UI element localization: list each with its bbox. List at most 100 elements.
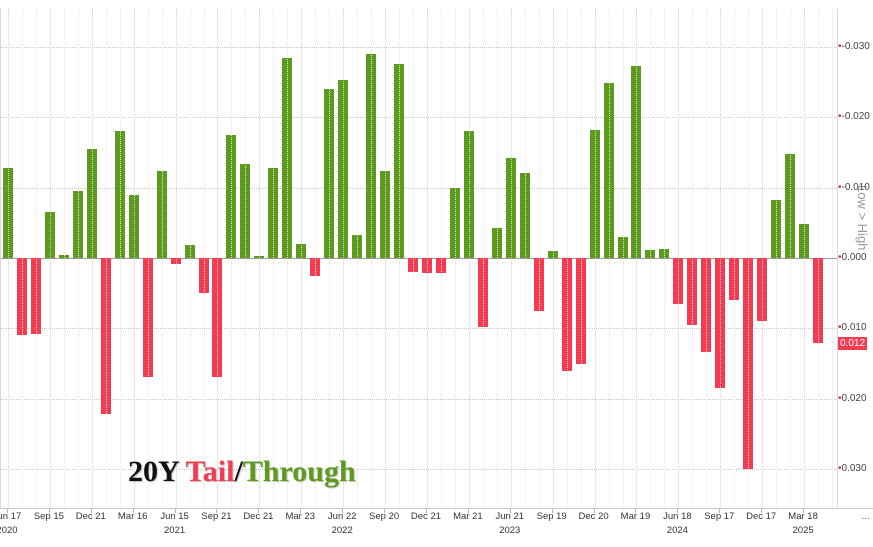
x-tick-mark: [803, 509, 805, 513]
x-tick-mark: [6, 509, 8, 513]
x-tick-mark: [551, 509, 553, 513]
y-tick-marker-icon: •: [838, 392, 842, 404]
gridline-horizontal: [1, 328, 837, 330]
annotation-20y: 20Y: [128, 455, 186, 488]
gridline-vertical-minor: [105, 8, 107, 508]
gridline-vertical-minor: [650, 8, 652, 508]
gridline-vertical-minor: [776, 8, 778, 508]
y-tick-marker-icon: •: [838, 111, 842, 123]
x-axis-tick-label: Jun 18: [663, 511, 692, 522]
gridline-horizontal: [1, 469, 837, 471]
x-tick-mark: [593, 509, 595, 513]
gridline-vertical-minor: [734, 8, 736, 508]
x-axis-tick-label: Mar 18: [788, 511, 818, 522]
x-tick-mark: [132, 509, 134, 513]
gridline-vertical-minor: [399, 8, 401, 508]
x-tick-mark: [258, 509, 260, 513]
gridline-vertical-minor: [706, 8, 708, 508]
gridline-vertical-minor: [147, 8, 149, 508]
y-tick-marker-icon: •: [838, 322, 842, 334]
x-axis-year-label: 2025: [792, 525, 814, 536]
gridline-vertical: [343, 8, 345, 508]
gridline-vertical: [426, 8, 428, 508]
gridline-vertical: [510, 8, 512, 508]
gridline-vertical: [49, 8, 51, 508]
y-axis-tick-label: •0.030: [838, 464, 867, 474]
gridline-vertical: [594, 8, 596, 508]
gridline-horizontal: [1, 187, 837, 189]
x-axis-tick-label: Dec 21: [410, 511, 442, 522]
x-tick-mark: [677, 509, 679, 513]
gridline-vertical: [678, 8, 680, 508]
y-axis-tick-label: •-0.030: [838, 40, 870, 52]
gridline-vertical-minor: [287, 8, 289, 508]
x-axis-tick-label: Jun 15: [160, 511, 189, 522]
x-axis-tick-label: Sep 21: [201, 511, 232, 522]
gridline-vertical-minor: [496, 8, 498, 508]
y-tick-text: 0.020: [841, 392, 867, 404]
x-tick-mark: [174, 509, 176, 513]
y-tick-text: -0.030: [841, 40, 870, 52]
y-axis-tick-label: •-0.010: [838, 181, 870, 193]
x-axis-tick-label: Sep 17: [704, 511, 735, 522]
gridline-vertical-minor: [608, 8, 610, 508]
gridline-horizontal: [1, 46, 837, 48]
chart-annotation: 20Y Tail/Through: [128, 455, 356, 489]
gridline-vertical: [636, 8, 638, 508]
y-axis-tick-label: •0.010: [838, 323, 867, 333]
x-axis-tick-label: Jun 22: [327, 511, 357, 522]
x-axis-year-label: 2020: [0, 525, 18, 536]
gridline-vertical: [301, 8, 303, 508]
gridline-vertical-minor: [538, 8, 540, 508]
gridline-vertical-minor: [566, 8, 568, 508]
x-tick-mark: [48, 509, 50, 513]
annotation-through: Through: [242, 455, 356, 488]
gridline-vertical-minor: [357, 8, 359, 508]
y-axis-tick-label: •0.000: [838, 253, 867, 263]
y-tick-marker-icon: •: [838, 181, 842, 193]
gridline-vertical: [133, 8, 135, 508]
x-axis-tick-label: Mar 23: [285, 511, 316, 522]
x-tick-mark: [90, 509, 92, 513]
gridline-vertical: [804, 8, 806, 508]
gridline-vertical-minor: [482, 8, 484, 508]
y-tick-text: -0.010: [841, 181, 870, 193]
x-tick-mark: [635, 509, 637, 513]
y-tick-text: -0.020: [841, 111, 870, 123]
gridline-vertical: [762, 8, 764, 508]
plot-area: [0, 8, 838, 508]
gridline-vertical-minor: [119, 8, 121, 508]
gridline-vertical-minor: [245, 8, 247, 508]
x-axis-tick-label: Jun 17: [0, 511, 22, 522]
x-tick-mark: [384, 509, 386, 513]
x-tick-mark: [425, 509, 427, 513]
gridline-vertical-minor: [35, 8, 37, 508]
y-axis-tick-label: •-0.020: [838, 112, 870, 122]
y-tick-text: 0.030: [841, 463, 867, 475]
gridline-horizontal: [1, 398, 837, 400]
x-axis-end-marker: ...: [861, 511, 870, 522]
y-tick-text: 0.010: [841, 322, 867, 334]
gridline-vertical-minor: [818, 8, 820, 508]
gridline-vertical-minor: [329, 8, 331, 508]
gridline-vertical-minor: [524, 8, 526, 508]
gridline-vertical: [259, 8, 261, 508]
x-axis-tick-label: Dec 20: [578, 511, 609, 522]
gridline-vertical-minor: [189, 8, 191, 508]
gridline-vertical: [468, 8, 470, 508]
x-axis: ... Jun 17 2020 Sep 15 Dec 21 Mar 16 Jun 15 20…: [0, 508, 873, 547]
x-axis-tick-label: Sep 20: [369, 511, 400, 522]
y-tick-marker-icon: •: [838, 252, 842, 263]
x-axis-tick-label: Mar 19: [620, 511, 651, 522]
annotation-slash: /: [234, 455, 243, 488]
gridline-vertical-minor: [315, 8, 317, 508]
gridline-vertical: [217, 8, 219, 508]
x-axis-year-label: 2021: [164, 525, 186, 536]
gridline-vertical-minor: [413, 8, 415, 508]
gridline-vertical: [552, 8, 554, 508]
gridline-vertical: [175, 8, 177, 508]
x-tick-mark: [509, 509, 511, 513]
x-tick-mark: [761, 509, 763, 513]
y-axis-tick-label: •0.020: [838, 392, 867, 404]
